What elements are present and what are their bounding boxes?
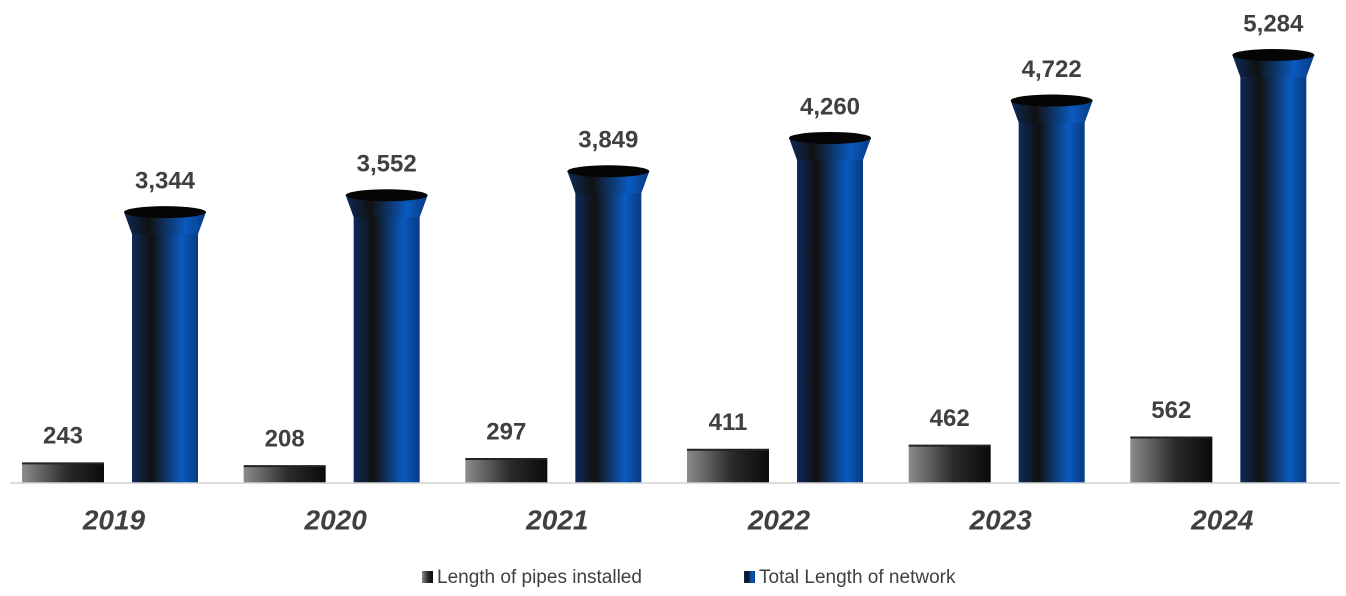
value-label: 562 bbox=[1151, 397, 1191, 424]
x-tick-label: 2024 bbox=[1190, 504, 1254, 535]
bar bbox=[575, 175, 642, 483]
x-tick-label: 2019 bbox=[82, 504, 146, 535]
value-label: 411 bbox=[709, 409, 748, 436]
legend-marker bbox=[422, 571, 433, 583]
value-label: 462 bbox=[930, 405, 970, 432]
bar bbox=[353, 199, 420, 483]
bar bbox=[1130, 437, 1213, 483]
bar bbox=[908, 445, 991, 483]
x-tick-label: 2022 bbox=[747, 504, 811, 535]
value-label: 3,344 bbox=[135, 167, 196, 194]
bar-cap bbox=[1010, 94, 1093, 107]
bar bbox=[1240, 59, 1307, 483]
x-tick-label: 2021 bbox=[525, 504, 588, 535]
value-label: 243 bbox=[43, 423, 83, 450]
bar bbox=[243, 466, 326, 483]
bar-cap bbox=[124, 206, 206, 219]
value-label: 5,284 bbox=[1243, 10, 1304, 37]
bar-flare bbox=[1010, 100, 1093, 123]
legend-marker bbox=[744, 571, 755, 583]
bar bbox=[797, 141, 863, 483]
bar bbox=[1018, 104, 1085, 483]
bar-flare bbox=[567, 171, 650, 194]
bar-flare bbox=[1232, 55, 1315, 77]
bar-flare bbox=[345, 195, 428, 218]
x-tick-label: 2023 bbox=[969, 504, 1033, 535]
bar bbox=[132, 216, 198, 483]
bar-cap bbox=[789, 131, 871, 144]
bar bbox=[687, 449, 769, 483]
value-label: 4,260 bbox=[800, 93, 860, 120]
value-label: 4,722 bbox=[1022, 56, 1082, 83]
bar-cap bbox=[567, 165, 650, 178]
value-label: 208 bbox=[265, 425, 305, 452]
bar-cap bbox=[345, 189, 428, 202]
bar-flare bbox=[124, 212, 206, 235]
bar bbox=[22, 463, 104, 483]
value-label: 3,552 bbox=[357, 151, 417, 178]
value-label: 297 bbox=[486, 418, 526, 445]
legend-label: Length of pipes installed bbox=[437, 567, 642, 588]
value-label: 3,849 bbox=[578, 127, 638, 154]
bar bbox=[465, 458, 548, 483]
bar-cap bbox=[1232, 49, 1315, 61]
bar-flare bbox=[789, 137, 871, 160]
legend-label: Total Length of network bbox=[759, 567, 956, 588]
x-tick-label: 2020 bbox=[304, 504, 368, 535]
